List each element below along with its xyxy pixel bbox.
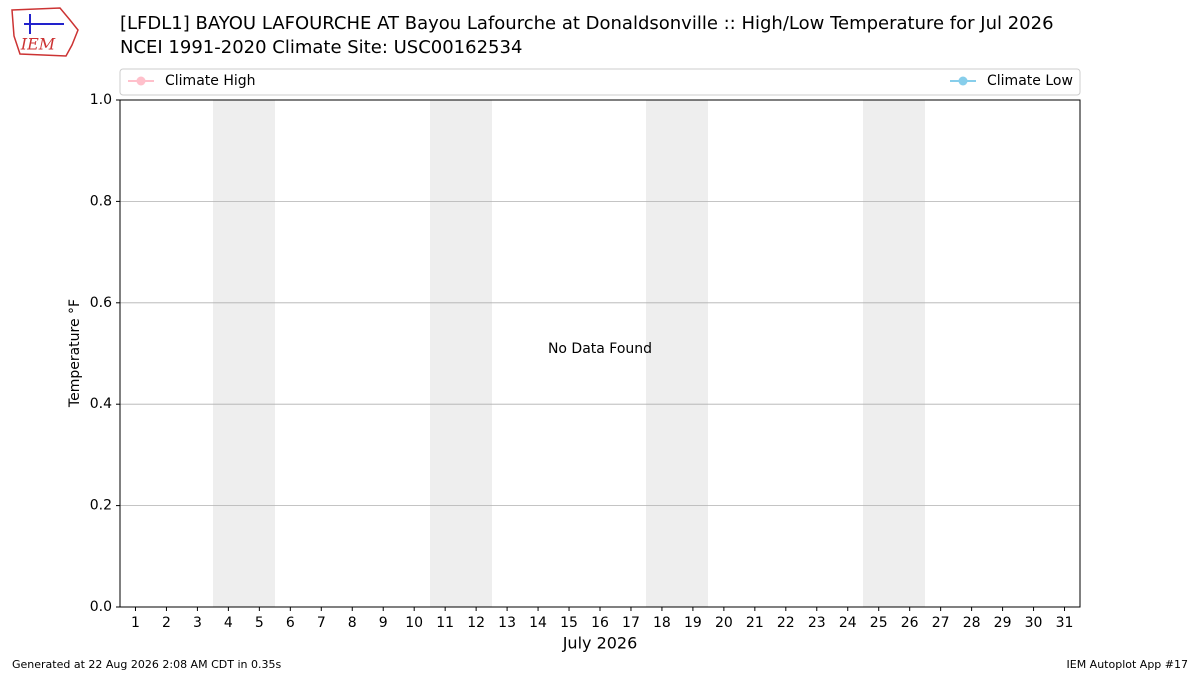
x-tick-label: 11 [436,615,454,631]
annotation: No Data Found [548,341,652,357]
x-tick-label: 2 [162,615,171,631]
x-tick-label: 10 [405,615,423,631]
x-tick-label: 16 [591,615,609,631]
footer-right: IEM Autoplot App #17 [1067,658,1189,671]
legend [119,68,1081,96]
y-tick-label: 0.6 [90,295,112,311]
y-tick-label: 0.2 [90,498,112,514]
chart-subtitle: NCEI 1991-2020 Climate Site: USC00162534 [120,37,522,58]
x-axis-label: July 2026 [562,634,638,653]
x-tick-label: 17 [622,615,640,631]
legend-marker [136,76,146,86]
x-tick-label: 1 [131,615,140,631]
x-tick-label: 29 [994,615,1012,631]
legend-label: Climate High [165,73,256,89]
x-tick-label: 18 [653,615,671,631]
x-tick-label: 30 [1025,615,1043,631]
x-tick-label: 21 [746,615,764,631]
x-tick-label: 23 [808,615,826,631]
x-tick-label: 24 [839,615,857,631]
x-tick-label: 20 [715,615,733,631]
x-tick-label: 27 [932,615,950,631]
y-tick-label: 0.4 [90,396,112,412]
x-tick-label: 31 [1056,615,1074,631]
y-tick-label: 1.0 [90,92,112,108]
legend-marker [958,76,968,86]
x-tick-label: 13 [498,615,516,631]
x-tick-label: 25 [870,615,888,631]
logo-text: IEM [20,35,56,54]
footer-left: Generated at 22 Aug 2026 2:08 AM CDT in … [12,658,281,671]
x-tick-label: 8 [348,615,357,631]
weekend-bands [213,100,925,607]
x-tick-label: 19 [684,615,702,631]
legend-label: Climate Low [987,73,1073,89]
x-tick-label: 5 [255,615,264,631]
plot-frame [119,99,1081,608]
x-tick-label: 12 [467,615,485,631]
x-tick-label: 14 [529,615,547,631]
y-tick-label: 0.8 [90,193,112,209]
x-tick-label: 7 [317,615,326,631]
y-axis-label: Temperature °F [67,299,83,408]
logo: IEM [11,7,79,57]
chart-title: [LFDL1] BAYOU LAFOURCHE AT Bayou Lafourc… [120,13,1054,34]
x-tick-label: 3 [193,615,202,631]
x-tick-label: 28 [963,615,981,631]
x-tick-label: 26 [901,615,919,631]
y-tick-label: 0.0 [90,599,112,615]
x-tick-label: 6 [286,615,295,631]
x-tick-label: 9 [379,615,388,631]
x-tick-label: 15 [560,615,578,631]
x-tick-label: 22 [777,615,795,631]
x-tick-label: 4 [224,615,233,631]
